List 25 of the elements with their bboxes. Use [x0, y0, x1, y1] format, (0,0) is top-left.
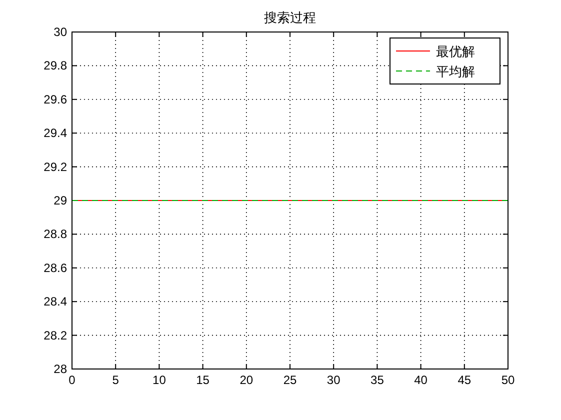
chart-title: 搜索过程: [264, 10, 316, 25]
x-tick-label: 30: [326, 373, 341, 387]
y-tick-label: 28.2: [44, 328, 68, 342]
y-tick-label: 28.4: [44, 294, 68, 309]
y-tick-label: 28.6: [44, 260, 68, 275]
x-tick-label: 45: [458, 373, 472, 387]
x-tick-label: 35: [370, 373, 384, 387]
y-tick-label: 28: [54, 362, 68, 376]
legend-label: 最优解: [436, 44, 475, 59]
x-tick-label: 5: [112, 373, 120, 387]
x-tick-label: 10: [152, 373, 166, 387]
x-tick-label: 50: [501, 373, 515, 387]
y-tick-label: 29.4: [44, 126, 68, 140]
y-tick-label: 30: [54, 25, 68, 39]
y-tick-label: 28.8: [44, 227, 68, 242]
y-tick-label: 29.2: [44, 160, 68, 174]
y-tick-label: 29.6: [44, 92, 68, 106]
y-tick-label: 29.8: [44, 58, 68, 73]
x-tick-label: 0: [68, 373, 76, 387]
x-tick-label: 20: [240, 373, 254, 387]
x-tick-label: 15: [196, 373, 210, 387]
x-tick-label: 40: [414, 373, 428, 387]
legend-label: 平均解: [436, 64, 475, 79]
x-tick-label: 25: [283, 373, 297, 387]
y-tick-label: 29: [54, 194, 68, 208]
